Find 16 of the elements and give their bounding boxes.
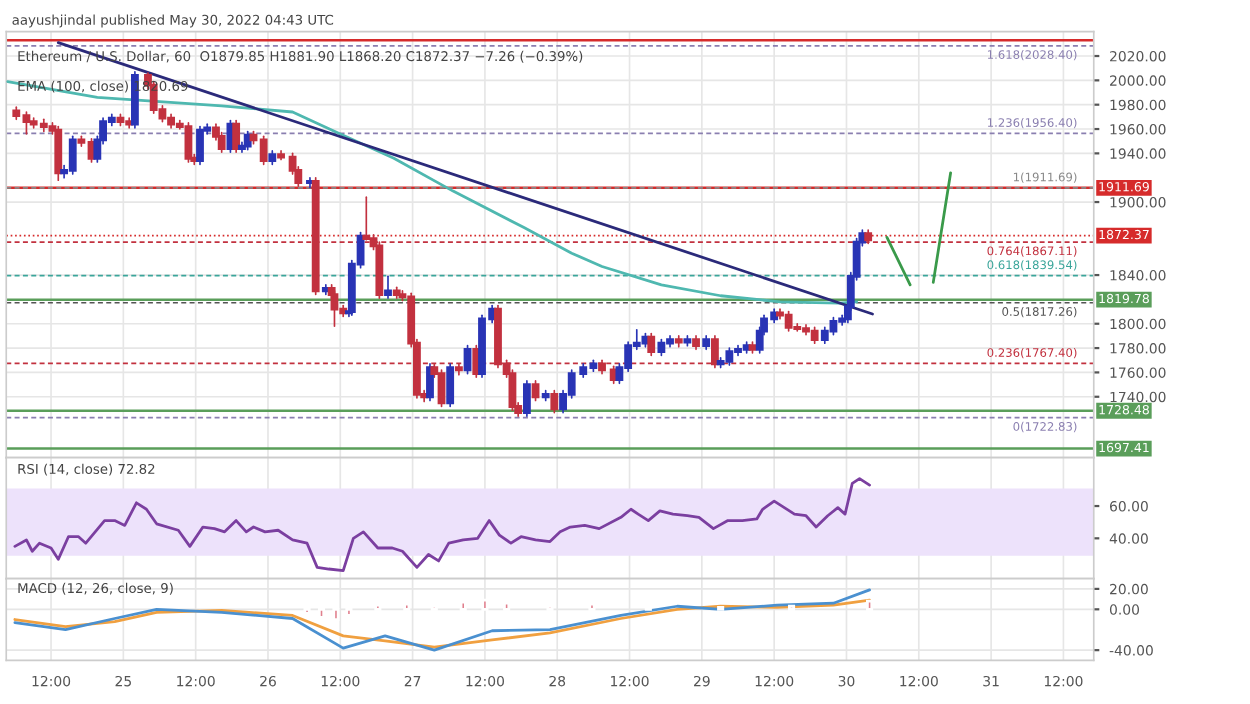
candlestick xyxy=(196,125,204,166)
candlestick xyxy=(68,135,77,175)
candlestick xyxy=(184,122,193,163)
candlestick xyxy=(550,389,559,414)
candlestick xyxy=(531,380,540,402)
candlestick xyxy=(522,380,531,418)
line-series xyxy=(13,598,871,649)
candlestick xyxy=(217,131,226,153)
line-series xyxy=(6,80,859,305)
candlestick xyxy=(384,275,392,300)
candlestick xyxy=(446,363,455,408)
candlestick xyxy=(437,369,446,408)
candlestick xyxy=(647,332,656,357)
line-series xyxy=(13,477,871,573)
candlestick xyxy=(784,310,793,332)
candlestick xyxy=(463,344,472,375)
